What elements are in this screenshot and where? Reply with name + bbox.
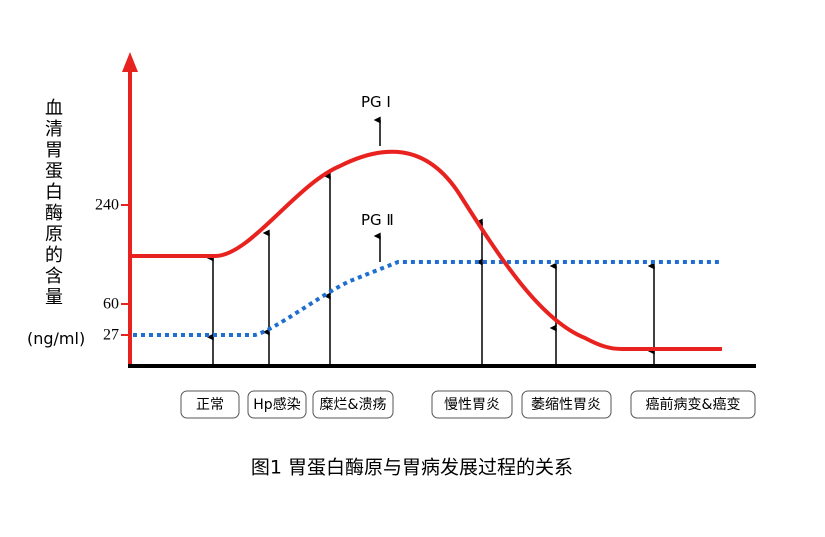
y-axis-label: 血清胃蛋白酶原的含量 [45, 98, 63, 308]
unit-label: (ng/ml) [27, 329, 85, 348]
stage-label: Hp感染 [253, 396, 300, 413]
stage-label: 慢性胃炎 [444, 396, 500, 413]
stage-label: 正常 [196, 397, 224, 413]
stage-label: 癌前病变&癌变 [646, 396, 741, 413]
tick-label: 240 [95, 197, 119, 214]
stage-boxes [180, 390, 756, 419]
stage-label: 萎缩性胃炎 [531, 397, 601, 413]
curve-label: PG Ⅰ [361, 93, 391, 111]
stage-label: 糜烂&溃疡 [320, 396, 387, 413]
stage-arrows [206, 116, 655, 366]
y-axis-arrow [122, 52, 138, 72]
tick-label: 60 [103, 296, 119, 313]
pg1-curve [132, 149, 722, 351]
caption: 图1 胃蛋白酶原与胃病发展过程的关系 [251, 457, 573, 479]
curve-label: PG Ⅱ [361, 211, 394, 229]
pg2-curve [133, 260, 722, 337]
tick-label: 27 [103, 327, 119, 344]
